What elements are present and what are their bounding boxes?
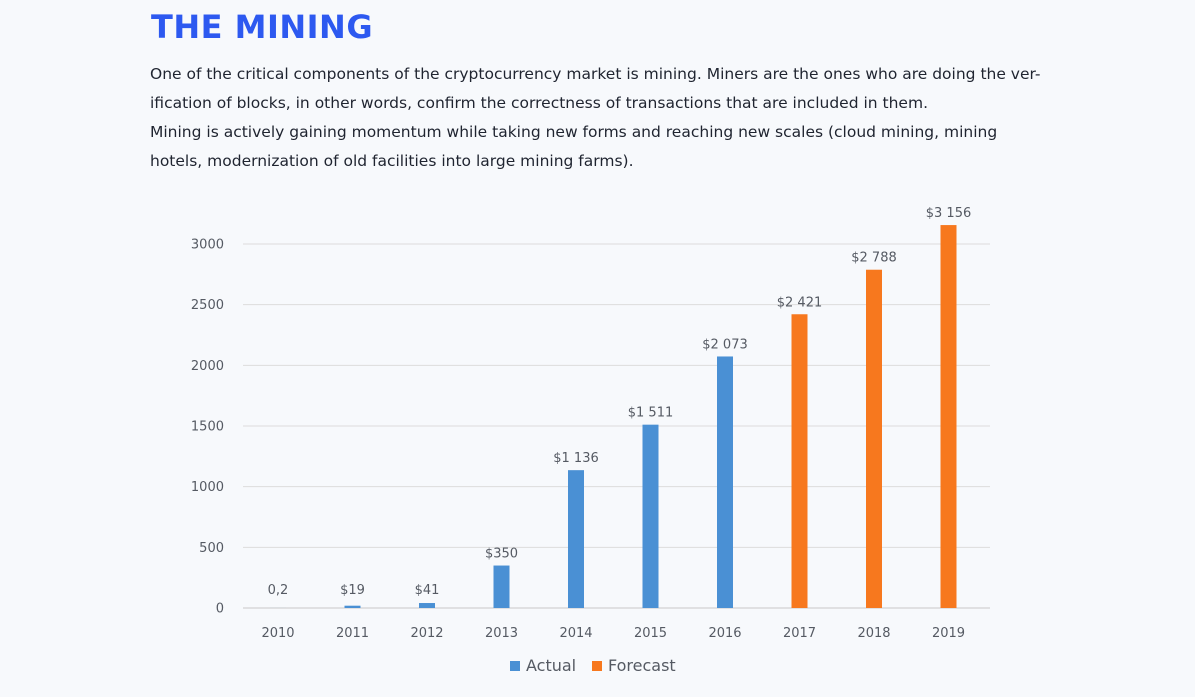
x-tick-label: 2013 bbox=[485, 626, 518, 641]
data-label: $3 156 bbox=[926, 206, 972, 221]
data-label: 0,2 bbox=[268, 583, 289, 598]
legend-swatch-forecast bbox=[592, 661, 602, 671]
bar-actual bbox=[568, 470, 584, 608]
data-label: $1 136 bbox=[553, 451, 599, 466]
x-tick-label: 2012 bbox=[410, 626, 443, 641]
legend-label-actual: Actual bbox=[526, 656, 576, 675]
data-label: $41 bbox=[415, 583, 440, 598]
y-tick-label: 500 bbox=[199, 541, 224, 556]
x-tick-label: 2019 bbox=[932, 626, 965, 641]
bar-actual bbox=[344, 605, 361, 608]
bar-forecast bbox=[791, 314, 808, 608]
data-label: $2 073 bbox=[702, 337, 748, 352]
legend-swatch-actual bbox=[510, 661, 520, 671]
intro-line: hotels, modernization of old facilities … bbox=[150, 152, 634, 170]
data-label: $1 511 bbox=[628, 406, 674, 421]
data-label: $19 bbox=[340, 583, 365, 598]
bar-actual bbox=[717, 356, 733, 608]
x-tick-label: 2018 bbox=[857, 626, 890, 641]
intro-line: ification of blocks, in other words, con… bbox=[150, 94, 928, 112]
intro-paragraph: One of the critical components of the cr… bbox=[150, 60, 1050, 176]
data-label: $2 421 bbox=[777, 295, 823, 310]
x-tick-label: 2017 bbox=[783, 626, 816, 641]
legend-label-forecast: Forecast bbox=[608, 656, 676, 675]
bar-actual bbox=[642, 424, 659, 608]
y-tick-label: 2500 bbox=[191, 298, 224, 313]
bar-forecast bbox=[940, 225, 957, 608]
intro-line: One of the critical components of the cr… bbox=[150, 65, 1041, 83]
y-tick-label: 1000 bbox=[191, 480, 224, 495]
page-title: THE MINING bbox=[151, 8, 374, 46]
y-tick-label: 3000 bbox=[191, 238, 224, 253]
y-tick-label: 2000 bbox=[191, 359, 224, 374]
y-tick-label: 1500 bbox=[191, 420, 224, 435]
y-tick-label: 0 bbox=[216, 602, 224, 617]
data-label: $2 788 bbox=[851, 251, 897, 266]
x-tick-label: 2016 bbox=[708, 626, 741, 641]
bar-actual bbox=[419, 603, 435, 608]
bar-forecast bbox=[866, 269, 882, 608]
bar-actual bbox=[493, 565, 510, 608]
intro-line: Mining is actively gaining momentum whil… bbox=[150, 123, 998, 141]
x-tick-label: 2010 bbox=[261, 626, 294, 641]
x-tick-label: 2011 bbox=[336, 626, 369, 641]
x-tick-label: 2014 bbox=[559, 626, 592, 641]
x-tick-label: 2015 bbox=[634, 626, 667, 641]
data-label: $350 bbox=[485, 547, 518, 562]
